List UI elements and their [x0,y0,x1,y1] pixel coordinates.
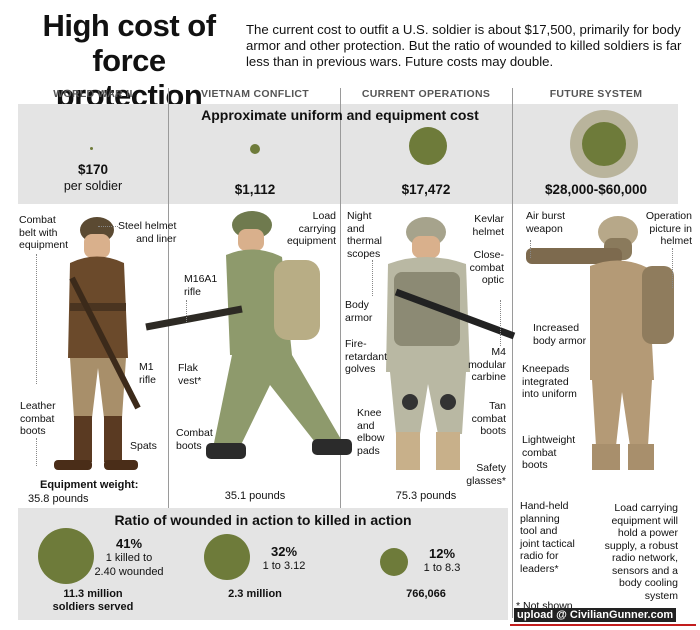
leader-line [372,260,373,296]
column-divider [512,88,513,618]
label-ww2-boots: Leather combat boots [20,400,56,437]
label-vietnam-boots: Combat boots [176,427,213,452]
leader-line [672,248,673,288]
served-line1-current: 766,066 [406,588,446,600]
weight-ww2: Equipment weight: 35.8 pounds [28,478,158,506]
leader-line [98,226,118,227]
cost-value-current: $17,472 [401,182,451,197]
label-future-air-burst: Air burst weapon [526,210,566,235]
ratio-percent-ww2: 41% [115,536,143,551]
ratio-section-heading: Ratio of wounded in action to killed in … [114,512,412,528]
title-line-2: force protection [55,43,203,113]
label-current-kevlar: Kevlar helmet [472,213,504,238]
label-future-boots: Lightweight combat boots [522,434,576,471]
column-heading-vietnam: VIETNAM CONFLICT [200,88,310,100]
weight-value-ww2: 35.8 pounds [28,493,89,505]
ww2-soldier-illustration [54,217,141,470]
column-heading-ww2: WORLD WAR II [53,88,133,100]
label-vietnam-load: Load carrying equipment [286,210,336,247]
cost-panel [18,104,678,204]
ratio-line1-current: 1 to 8.3 [423,562,461,574]
served-line1-vietnam: 2.3 million [228,588,282,600]
intro-text: The current cost to outfit a U.S. soldie… [246,22,682,69]
label-ww2-spats: Spats [130,440,157,452]
cost-circle-current [409,127,447,165]
ratio-percent-current: 12% [428,546,456,561]
cost-value-vietnam: $1,112 [234,182,276,197]
cost-value-future: $28,000-$60,000 [544,182,648,197]
served-line1-ww2: 11.3 million [63,588,123,600]
ratio-line1-vietnam: 1 to 3.12 [262,560,306,572]
label-vietnam-rifle: M16A1 rifle [184,273,218,298]
ratio-panel [18,508,508,620]
label-current-gloves: Fire- retardant golves [345,338,388,375]
weight-value-vietnam: 35.1 pounds [224,490,286,502]
label-ww2-helmet: Steel helmet and liner [118,220,177,245]
leader-line [186,300,187,322]
ratio-line1-ww2: 1 killed to [105,552,153,564]
label-current-tan-boots: Tan combat boots [471,400,506,437]
leader-line [36,438,37,466]
cost-section-heading: Approximate uniform and equipment cost [201,107,479,123]
label-ww2-rifle: M1 rifle [139,361,156,386]
served-line2-ww2: soldiers served [52,601,134,613]
column-heading-current: CURRENT OPERATIONS [361,88,491,100]
ratio-line2-ww2: 2.40 wounded [94,566,164,578]
label-ww2-belt: Combat belt with equipment [19,214,69,251]
ratio-circle-current [380,548,408,576]
leader-line [36,254,37,384]
label-vietnam-vest: Flak vest* [178,362,202,387]
vietnam-soldier-illustration [145,211,352,459]
leader-line [500,300,501,346]
cost-circle-future-low [582,122,626,166]
label-future-kneepads: Kneepads integrated into uniform [522,363,577,400]
label-future-armor: Increased body armor [533,322,587,347]
title-line-1: High cost of [42,8,216,43]
cost-sub-ww2: per soldier [63,179,123,193]
ratio-percent-vietnam: 32% [270,544,298,559]
watermark: upload @ CivilianGunner.com [514,608,677,622]
column-divider [340,88,341,508]
label-current-armor: Body armor [345,299,373,324]
label-future-operation: Operation picture in helmet [645,210,692,247]
future-soldier-illustration [526,216,674,470]
current-soldier-illustration [386,217,516,470]
label-current-carbine: M4 modular carbine [468,346,506,383]
label-current-glasses: Safety glasses* [466,462,506,487]
label-current-optic: Close- combat optic [469,249,504,286]
label-current-pads: Knee and elbow pads [357,407,385,457]
cost-circle-ww2 [90,147,93,150]
watermark-underline [510,624,696,626]
leader-line [530,240,531,258]
cost-circle-vietnam [250,144,260,154]
column-divider [168,88,169,508]
column-heading-future: FUTURE SYSTEM [549,88,643,100]
weight-label: Equipment weight: [40,479,139,491]
label-future-radio: Hand-held planning tool and joint tactic… [520,500,575,575]
label-current-night: Night and thermal scopes [347,210,383,260]
label-future-load: Load carrying equipment will hold a powe… [604,502,678,602]
ratio-circle-vietnam [204,534,250,580]
ratio-circle-ww2 [38,528,94,584]
cost-value-ww2: $170 [77,162,109,177]
weight-value-current: 75.3 pounds [395,490,457,502]
